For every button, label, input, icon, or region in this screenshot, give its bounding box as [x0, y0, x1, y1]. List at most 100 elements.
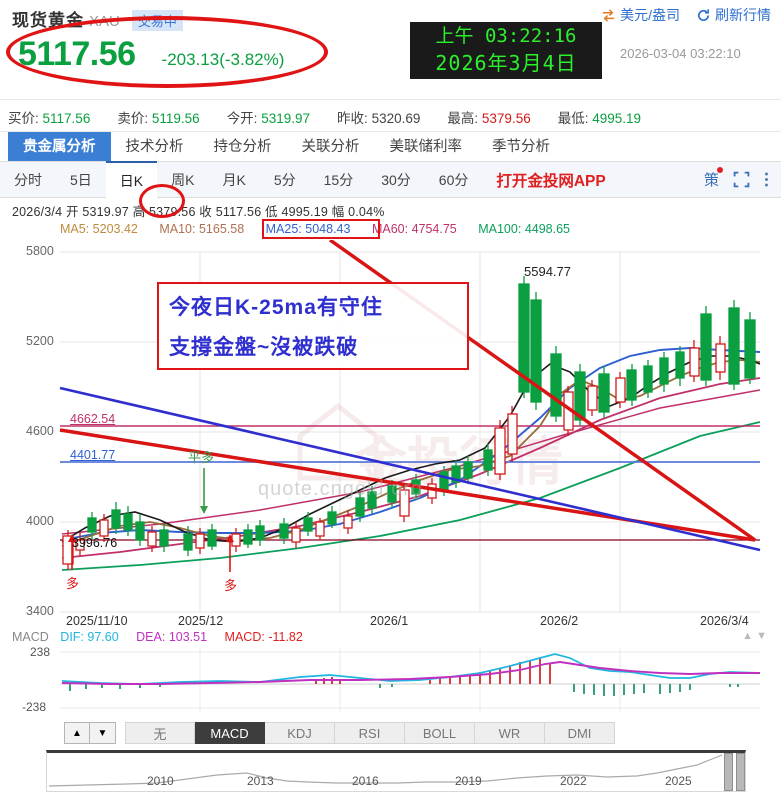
x-tick-0: 2025/11/10	[66, 614, 128, 628]
svg-text:多: 多	[66, 576, 79, 592]
ohlc-open-label: 开	[65, 205, 79, 219]
stat-prevclose-label: 昨收:	[337, 111, 368, 126]
indicator-dmi[interactable]: DMI	[545, 722, 615, 744]
stat-ask-label: 卖价:	[117, 111, 149, 126]
ma100-number: 4498.65	[524, 222, 570, 236]
stat-low-value: 4995.19	[592, 111, 642, 126]
signal-sell-marker: 平多	[188, 450, 214, 514]
timeline-handle-left[interactable]	[724, 753, 733, 791]
period-30min[interactable]: 30分	[381, 171, 411, 188]
clock-widget: 上午 03:22:16 2026年3月4日	[410, 22, 602, 79]
macd-dea-value: 103.51	[168, 630, 208, 644]
more-vertical-icon[interactable]	[764, 171, 769, 188]
stat-high: 最高: 5379.56	[447, 107, 531, 126]
macd-dea-line	[61, 661, 760, 685]
ma10-value: MA10: 5165.58	[159, 222, 247, 236]
svg-text:多: 多	[224, 578, 237, 594]
tab-positions[interactable]: 持仓分析	[213, 139, 272, 155]
peak-price-label: 5594.77	[524, 264, 571, 279]
stat-bid: 买价: 5117.56	[8, 107, 90, 126]
strategy-icon[interactable]: 策	[704, 167, 723, 190]
ohlc-high: 5379.56	[149, 205, 196, 219]
symbol-name: 现货黄金	[12, 11, 84, 30]
stat-high-value: 5379.56	[481, 111, 531, 126]
stat-bid-label: 买价:	[8, 111, 39, 126]
timeline-year-2019: 2019	[455, 774, 482, 788]
stat-open-value: 5319.97	[261, 111, 311, 126]
annotation-line-2: 支撐金盤~沒被跌破	[169, 336, 359, 359]
ohlc-amp: 0.04%	[348, 205, 385, 219]
tab-correlation[interactable]: 关联分析	[301, 139, 360, 155]
timeline-handle-right[interactable]	[736, 753, 745, 791]
signal-buy-marker-2: 多	[224, 534, 237, 594]
ma60-number: 4754.75	[411, 222, 457, 236]
ohlc-date: 2026/3/4	[12, 205, 63, 219]
price-row: 5117.56 -203.13(-3.82%)	[0, 31, 781, 74]
period-daily-k[interactable]: 日K	[105, 160, 158, 199]
period-5min[interactable]: 5分	[273, 171, 296, 188]
quote-header: 现货黄金 XAU 交易中 5117.56 -203.13(-3.82%) 美元/…	[0, 0, 781, 100]
period-monthly-k[interactable]: 月K	[222, 171, 246, 188]
tab-technical[interactable]: 技术分析	[125, 139, 184, 155]
quote-timestamp: 2026-03-04 03:22:10	[620, 46, 741, 61]
x-tick-3: 2026/2	[540, 614, 579, 628]
ma60-secondary	[61, 389, 761, 535]
clock-date: 2026年3月4日	[435, 51, 577, 75]
open-app-button[interactable]: 打开金投网APP	[496, 172, 606, 190]
period-15min[interactable]: 15分	[323, 171, 354, 188]
stat-ask: 卖价: 5119.56	[117, 107, 199, 126]
stat-low-label: 最低:	[557, 111, 589, 126]
ohlc-high-label: 高	[132, 205, 146, 219]
svg-text:平多: 平多	[188, 450, 214, 466]
indicator-wr[interactable]: WR	[475, 722, 545, 744]
ohlc-close-label: 收	[199, 205, 212, 219]
stats-row: 买价: 5117.56 卖价: 5119.56 今开: 5319.97 昨收: …	[0, 100, 781, 132]
x-tick-1: 2025/12	[178, 614, 224, 628]
status-badge: 交易中	[131, 10, 183, 31]
stat-prevclose: 昨收: 5320.69	[337, 107, 420, 126]
refresh-icon	[698, 8, 710, 21]
period-weekly-k[interactable]: 周K	[171, 171, 195, 188]
macd-title: MACD	[12, 630, 49, 644]
timeline-overview[interactable]: 2010 2013 2016 2019 2022 2025	[46, 750, 746, 792]
ohlc-summary: 2026/3/4 开 5319.97 高 5379.56 收 5117.56 低…	[0, 198, 781, 220]
indicator-boll[interactable]: BOLL	[405, 722, 475, 744]
indicator-scroll-up[interactable]: ▲	[64, 722, 90, 744]
unit-switch-link[interactable]: 美元/盎司	[601, 5, 680, 25]
price-chart[interactable]: 金投行情	[0, 240, 781, 630]
indicator-rsi[interactable]: RSI	[335, 722, 405, 744]
ma25-label: MA25:	[265, 222, 302, 236]
timeline-year-2013: 2013	[247, 774, 274, 788]
ohlc-low-label: 低	[265, 205, 278, 219]
fullscreen-icon[interactable]	[733, 171, 750, 188]
period-60min[interactable]: 60分	[438, 171, 469, 188]
support-price-label: 4401.77	[70, 448, 116, 462]
period-intraday[interactable]: 分时	[14, 171, 42, 188]
ma100-value: MA100: 4498.65	[478, 222, 570, 236]
period-5day[interactable]: 5日	[70, 171, 92, 188]
stat-low: 最低: 4995.19	[557, 107, 642, 126]
ma10-number: 5165.58	[198, 222, 245, 236]
stat-open-label: 今开:	[226, 111, 258, 126]
resistance-price-label: 4662.54	[70, 412, 116, 426]
y-axis-label-3400: 3400	[26, 604, 54, 618]
ma25-value: MA25: 5048.43	[266, 222, 354, 236]
tab-seasonal[interactable]: 季节分析	[492, 139, 550, 155]
timeline-year-2016: 2016	[352, 774, 379, 788]
ohlc-amp-label: 幅	[331, 205, 345, 219]
macd-scroll-arrows[interactable]: ▲ ▼	[742, 630, 767, 642]
ma60-value: MA60: 4754.75	[372, 222, 460, 236]
macd-chart[interactable]: 238 -238	[0, 644, 781, 716]
indicator-scroll-down[interactable]: ▼	[90, 722, 116, 744]
stat-open: 今开: 5319.97	[226, 107, 311, 126]
period-low-label: 3996.76	[72, 536, 118, 550]
ma10-label: MA10:	[159, 222, 196, 236]
indicator-none[interactable]: 无	[125, 722, 195, 744]
indicator-kdj[interactable]: KDJ	[265, 722, 335, 744]
refresh-link[interactable]: 刷新行情	[696, 5, 771, 25]
indicator-macd[interactable]: MACD	[195, 722, 265, 744]
main-tab-bar: 贵金属分析 技术分析 持仓分析 关联分析 美联储利率 季节分析	[0, 132, 781, 162]
tab-precious-metal[interactable]: 贵金属分析	[8, 132, 111, 161]
tab-fed-rate[interactable]: 美联储利率	[389, 139, 463, 155]
ma5-number: 5203.42	[92, 222, 138, 236]
